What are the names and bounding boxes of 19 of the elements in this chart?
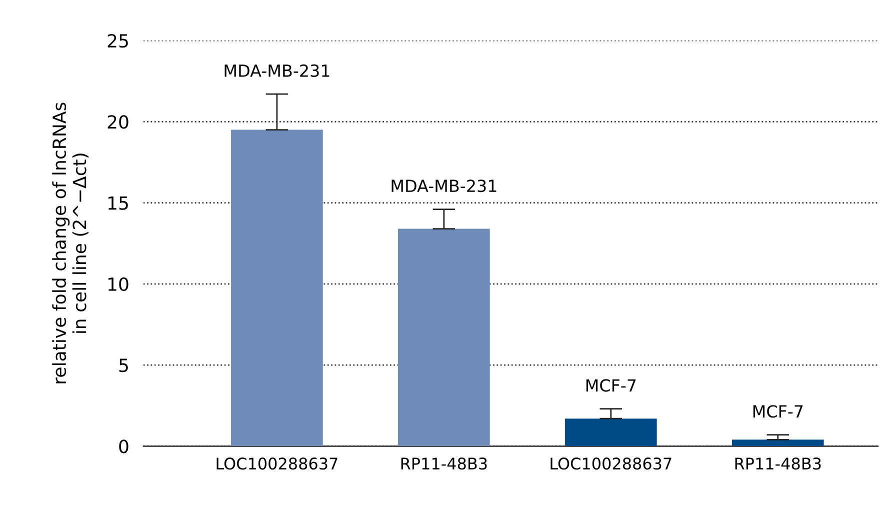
bar [398,228,490,446]
y-tick-label: 25 [108,34,128,48]
bar [564,418,657,446]
y-tick-label: 10 [108,277,128,292]
y-tick-label: 0 [119,440,128,454]
y-tick-label: 20 [108,115,128,129]
data-label: MDA-MB-231 [392,180,496,192]
y-tick-label: 5 [119,358,128,372]
y-axis-title: relative fold change of lncRNAs in cell line (2^−Δct) [52,102,88,384]
x-tick-label: LOC100288637 [550,458,672,470]
x-tick-label: LOC100288637 [216,458,338,470]
data-label: MCF-7 [586,379,636,392]
y-tick-label: 15 [108,196,128,210]
data-label: MCF-7 [753,405,803,418]
data-label: MDA-MB-231 [224,64,330,77]
bar [231,130,323,446]
bar [732,440,824,446]
x-tick-label: RP11-48B3 [735,458,821,470]
x-tick-label: RP11-48B3 [401,458,487,470]
